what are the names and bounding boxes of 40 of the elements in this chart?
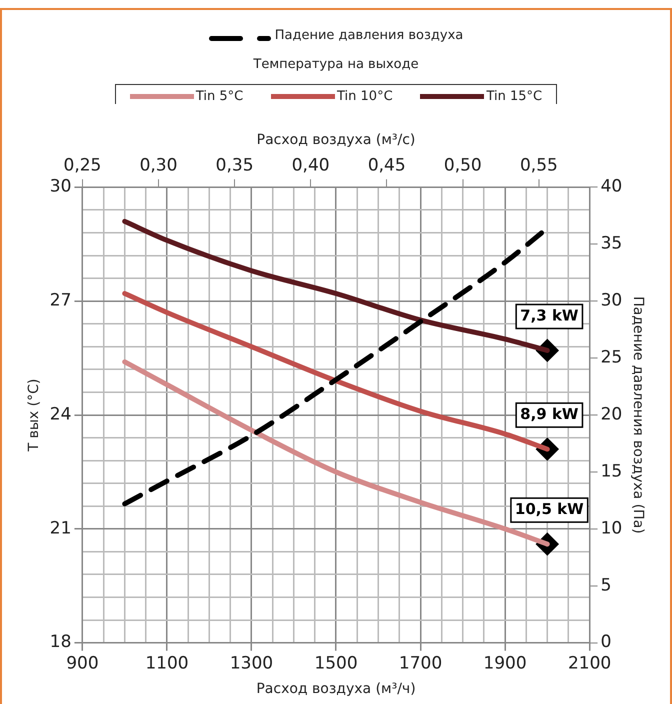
x2-tick-label: 0,25 (64, 155, 102, 176)
y-tick-label: 30 (50, 176, 72, 197)
y2-tick-label: 0 (600, 632, 612, 652)
x2-tick-label: 0,55 (520, 155, 558, 176)
x-axis-title: Расход воздуха (м³/ч) (256, 681, 416, 698)
x-tick-label: 1300 (230, 653, 274, 674)
x-tick-label: 900 (66, 653, 99, 674)
x2-axis-title: Расход воздуха (м³/с) (256, 132, 416, 148)
legend-label: Падение давления воздуха (274, 28, 464, 43)
annotation: 10,5 kW (514, 500, 584, 518)
x2-tick-label: 0,35 (216, 155, 254, 176)
y-tick-label: 27 (50, 290, 72, 311)
y2-tick-label: 10 (600, 518, 622, 538)
x2-tick-label: 0,50 (444, 155, 482, 176)
y2-tick-label: 30 (600, 290, 622, 311)
annotation: 8,9 kW (520, 405, 579, 424)
y2-tick-label: 15 (600, 461, 622, 482)
y-tick-label: 24 (50, 404, 72, 424)
legend-label: Tin 5°C (196, 89, 244, 104)
legend-label: Tin 10°C (337, 89, 393, 104)
x2-tick-label: 0,45 (368, 155, 406, 176)
y-tick-label: 18 (50, 632, 72, 652)
x-tick-label: 1900 (483, 653, 527, 674)
y2-axis-title: Падение давления воздуха (Па) (630, 296, 646, 534)
y2-tick-label: 40 (600, 176, 622, 197)
x-tick-label: 1100 (145, 653, 189, 674)
y-axis-title: T вых (°C) (26, 378, 42, 452)
legend-title: Температура на выходе (252, 57, 420, 72)
annotation: 7,3 kW (520, 306, 579, 324)
y-tick-label: 21 (50, 518, 72, 538)
y2-tick-label: 20 (600, 404, 622, 424)
x-tick-label: 1500 (314, 653, 358, 674)
y2-tick-label: 5 (600, 575, 612, 596)
y2-tick-label: 35 (600, 234, 622, 254)
x-tick-label: 2100 (568, 653, 612, 674)
legend-label: Tin 15°C (486, 89, 542, 104)
y2-tick-label: 25 (600, 347, 622, 368)
x2-tick-label: 0,40 (292, 155, 330, 176)
x-tick-label: 1700 (398, 653, 442, 674)
x2-tick-label: 0,30 (140, 155, 178, 176)
